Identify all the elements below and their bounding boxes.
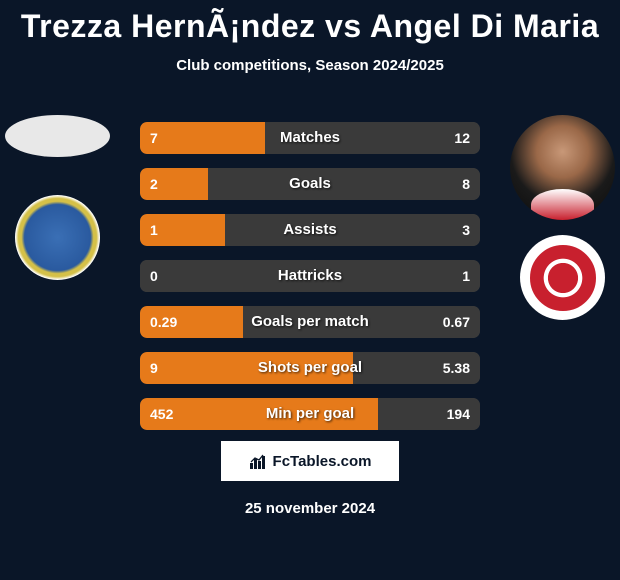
stat-bar-row: 452194Min per goal xyxy=(140,398,480,430)
right-club-badge xyxy=(520,235,605,320)
footer-logo[interactable]: FcTables.com xyxy=(220,440,400,482)
stat-label: Goals xyxy=(140,168,480,200)
stat-bar-row: 0.290.67Goals per match xyxy=(140,306,480,338)
stat-label: Assists xyxy=(140,214,480,246)
stat-label: Goals per match xyxy=(140,306,480,338)
page-subtitle: Club competitions, Season 2024/2025 xyxy=(0,57,620,74)
stat-label: Matches xyxy=(140,122,480,154)
right-player-avatar xyxy=(510,115,615,220)
stat-bars: 712Matches 28Goals 13Assists 01Hattricks 0.2… xyxy=(140,122,480,444)
stat-bar-row: 01Hattricks xyxy=(140,260,480,292)
footer-date: 25 november 2024 xyxy=(0,500,620,517)
stat-bar-row: 712Matches xyxy=(140,122,480,154)
footer-logo-text: FcTables.com xyxy=(273,453,372,470)
left-player-column xyxy=(5,115,110,280)
page-title: Trezza HernÃ¡ndez vs Angel Di Maria xyxy=(0,0,620,45)
stat-label: Min per goal xyxy=(140,398,480,430)
left-player-avatar xyxy=(5,115,110,157)
stat-label: Shots per goal xyxy=(140,352,480,384)
stat-bar-row: 13Assists xyxy=(140,214,480,246)
left-club-badge xyxy=(15,195,100,280)
chart-icon xyxy=(249,452,267,470)
right-player-column xyxy=(510,115,615,320)
stat-bar-row: 28Goals xyxy=(140,168,480,200)
stat-label: Hattricks xyxy=(140,260,480,292)
stat-bar-row: 95.38Shots per goal xyxy=(140,352,480,384)
